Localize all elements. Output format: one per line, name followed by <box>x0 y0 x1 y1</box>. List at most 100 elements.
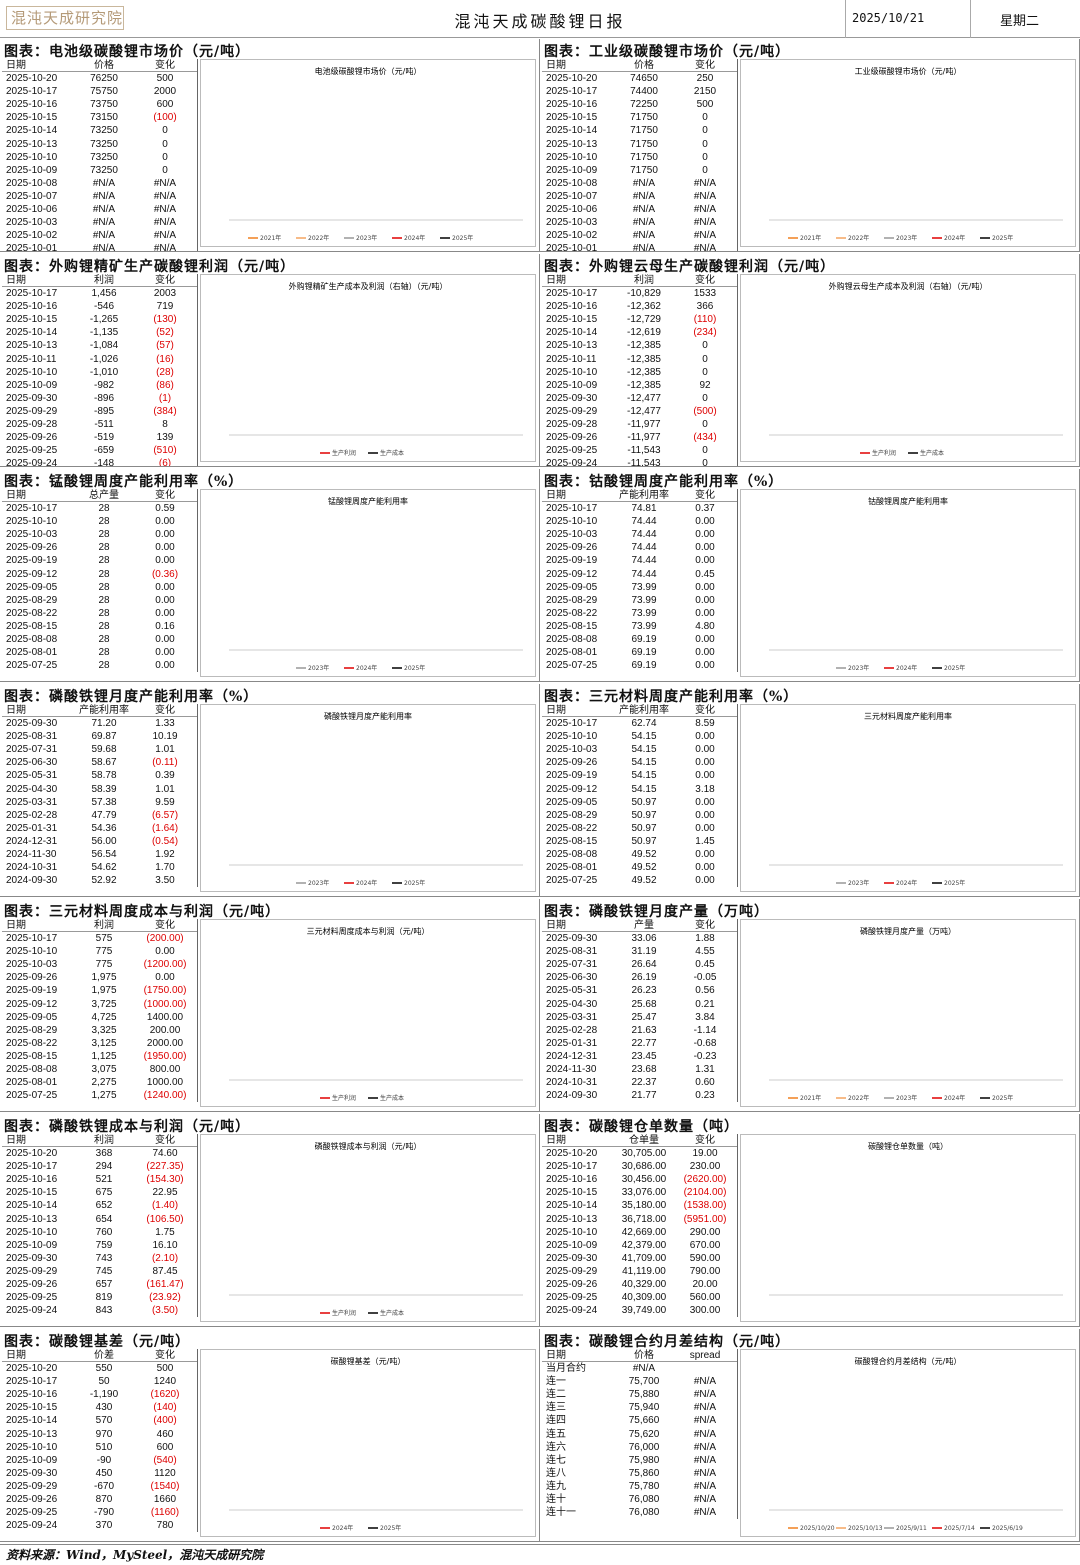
row-value: 73150 <box>90 112 118 124</box>
table-row: 2025-09-30 71.20 1.33 <box>2 717 197 730</box>
row-date: 2025-10-14 <box>546 125 598 137</box>
column-header: 变化 <box>695 1135 715 1146</box>
row-value: 58.39 <box>91 783 117 795</box>
row-value: -10,829 <box>627 288 661 300</box>
data-table: 日期 价格 spread 当月合约 #N/A 连一 75,700 #N/A 连二 75,880 #N… <box>542 1349 738 1520</box>
table-row: 2025-10-11 -12,385 0 <box>542 353 737 366</box>
row-value: 50.97 <box>631 822 657 834</box>
row-value: 843 <box>95 1305 113 1317</box>
column-header: 利润 <box>634 275 654 286</box>
legend-item: 2023年 <box>836 879 869 887</box>
row-value: 1,456 <box>91 288 117 300</box>
legend-item: 生产利润 <box>320 1309 356 1317</box>
table-row: 2025-10-13 71750 0 <box>542 138 737 151</box>
row-change: 0.23 <box>695 1090 715 1102</box>
legend-item: 2025/6/19 <box>980 1525 1023 1532</box>
row-date: 2025-10-17 <box>546 288 598 300</box>
row-value: #N/A <box>632 217 656 229</box>
chart-panel: 图表：碳酸锂合约月差结构（元/吨） 日期 价格 spread 当月合约 #N/A 连一 75,… <box>540 1329 1080 1542</box>
column-header: 日期 <box>6 490 26 501</box>
table-row: 2025-09-05 28 0.00 <box>2 581 197 594</box>
row-value: 71750 <box>630 112 658 124</box>
row-value: 75750 <box>90 86 118 98</box>
row-date: 2025-09-29 <box>6 1265 58 1277</box>
row-change: (52) <box>156 327 174 339</box>
row-value: 54.62 <box>91 862 117 874</box>
row-value: 28 <box>98 555 110 567</box>
row-change: 790.00 <box>689 1265 721 1277</box>
legend-label: 2021年 <box>800 234 821 242</box>
data-table: 日期 产能利用率 变化 2025-10-17 62.74 8.59 2025-10-10 54… <box>542 704 738 888</box>
row-value: -12,477 <box>627 392 661 404</box>
row-change: 0.00 <box>695 581 715 593</box>
table-row: 连八 75,860 #N/A <box>542 1467 737 1480</box>
row-value: 42,379.00 <box>621 1239 667 1251</box>
column-header: 日期 <box>546 60 566 71</box>
row-date: 连十一 <box>546 1507 576 1519</box>
table-row: 2025-10-06 #N/A #N/A <box>2 203 197 216</box>
row-value: 57.38 <box>91 796 117 808</box>
row-change: #N/A <box>693 190 717 202</box>
row-change: 87.45 <box>152 1265 178 1277</box>
row-value: 75,660 <box>628 1415 660 1427</box>
row-change: 0.45 <box>695 568 715 580</box>
row-date: 2025-09-26 <box>6 432 58 444</box>
table-header-row: 日期 产能利用率 变化 <box>542 489 737 503</box>
row-change: 0.00 <box>155 529 175 541</box>
row-value: 54.15 <box>631 783 657 795</box>
panel-title: 图表：外购锂精矿生产碳酸锂利润（元/吨） <box>4 259 296 275</box>
table-row: 2025-10-09 -90 (540) <box>2 1454 197 1467</box>
row-value: -12,385 <box>627 340 661 352</box>
table-row: 2025-06-30 58.67 (0.11) <box>2 756 197 769</box>
table-row: 2025-10-17 28 0.59 <box>2 502 197 515</box>
table-row: 2025-10-20 368 74.60 <box>2 1147 197 1160</box>
panel-title: 图表：三元材料周度成本与利润（元/吨） <box>4 904 281 920</box>
row-value: #N/A <box>632 1363 656 1375</box>
row-date: 2025-08-01 <box>546 647 598 659</box>
chart-area: 碳酸锂仓单数量（吨） <box>740 1134 1076 1322</box>
table-row: 2024-11-30 23.68 1.31 <box>542 1063 737 1076</box>
table-row: 2024-10-31 54.62 1.70 <box>2 861 197 874</box>
row-value: #N/A <box>92 217 116 229</box>
legend-label: 2025/6/19 <box>992 1525 1023 1532</box>
table-row: 2025-05-31 58.78 0.39 <box>2 769 197 782</box>
row-change: 8 <box>162 419 168 431</box>
legend-item: 2022年 <box>836 1094 869 1102</box>
table-row: 2025-09-26 -519 139 <box>2 431 197 444</box>
row-value: #N/A <box>92 204 116 216</box>
row-change: (6.57) <box>151 809 179 821</box>
row-date: 2025-10-10 <box>6 1226 58 1238</box>
row-value: -896 <box>93 392 114 404</box>
row-value: 76,000 <box>628 1441 660 1453</box>
row-value: -11,543 <box>627 445 661 457</box>
row-date: 2025-07-25 <box>6 1090 58 1102</box>
data-table: 日期 价格 变化 2025-10-20 76250 500 2025-10-17 75750 2… <box>2 59 198 251</box>
data-table: 日期 利润 变化 2025-10-17 575 (200.00) 2025-10-10 775… <box>2 919 198 1103</box>
table-row: 2025-10-16 -1,190 (1620) <box>2 1388 197 1401</box>
row-change: 2000 <box>153 86 177 98</box>
row-value: 75,880 <box>628 1389 660 1401</box>
row-date: 2025-10-08 <box>546 177 598 189</box>
table-row: 2024-11-30 56.54 1.92 <box>2 848 197 861</box>
row-change: 0.60 <box>695 1077 715 1089</box>
row-change: 1533 <box>693 288 717 300</box>
row-date: 2025-09-12 <box>546 783 598 795</box>
row-value: 3,325 <box>91 1024 117 1036</box>
row-change: 0.45 <box>695 959 715 971</box>
table-row: 2025-10-13 970 460 <box>2 1428 197 1441</box>
data-table: 日期 产量 变化 2025-09-30 33.06 1.88 2025-08-31 31.19… <box>542 919 738 1103</box>
row-change: #N/A <box>693 204 717 216</box>
row-change: (2.10) <box>151 1252 179 1264</box>
panel-title: 图表：三元材料周度产能利用率（%） <box>544 689 799 705</box>
row-change: 366 <box>696 301 714 313</box>
panel-title: 图表：碳酸锂仓单数量（吨） <box>544 1119 739 1135</box>
row-change: #N/A <box>693 217 717 229</box>
chart-svg: 电池级碳酸锂市场价（元/吨） 2021年 2022年 2023年 2024年 2025年 <box>229 66 523 242</box>
row-change: #N/A <box>153 230 177 242</box>
table-row: 2025-10-15 -1,265 (130) <box>2 313 197 326</box>
row-date: 2024-10-31 <box>546 1077 598 1089</box>
row-date: 2025-09-28 <box>546 419 598 431</box>
row-change: 0 <box>702 151 708 163</box>
row-change: (110) <box>693 314 717 326</box>
table-row: 2025-09-30 41,709.00 590.00 <box>542 1252 737 1265</box>
